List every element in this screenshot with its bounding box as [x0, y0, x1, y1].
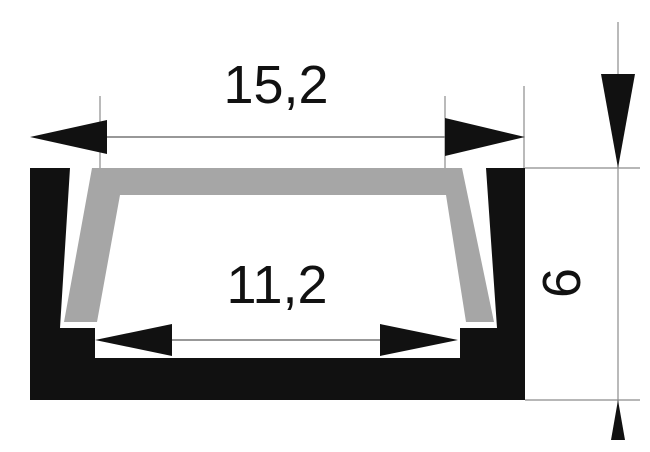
inner-width-label: 11,2 — [226, 255, 327, 315]
aluminium-profile — [30, 168, 525, 400]
outer-width-label: 15,2 — [223, 55, 328, 115]
height-label: 6 — [532, 268, 592, 298]
diffuser-cover — [64, 168, 494, 322]
height-bottom-arrow — [611, 400, 625, 440]
inner-width-right-arrow — [380, 324, 458, 356]
outer-width-left-arrow — [30, 120, 107, 154]
height-top-arrow — [601, 74, 635, 168]
inner-width-left-arrow — [95, 324, 172, 356]
outer-width-right-arrow — [445, 118, 525, 156]
